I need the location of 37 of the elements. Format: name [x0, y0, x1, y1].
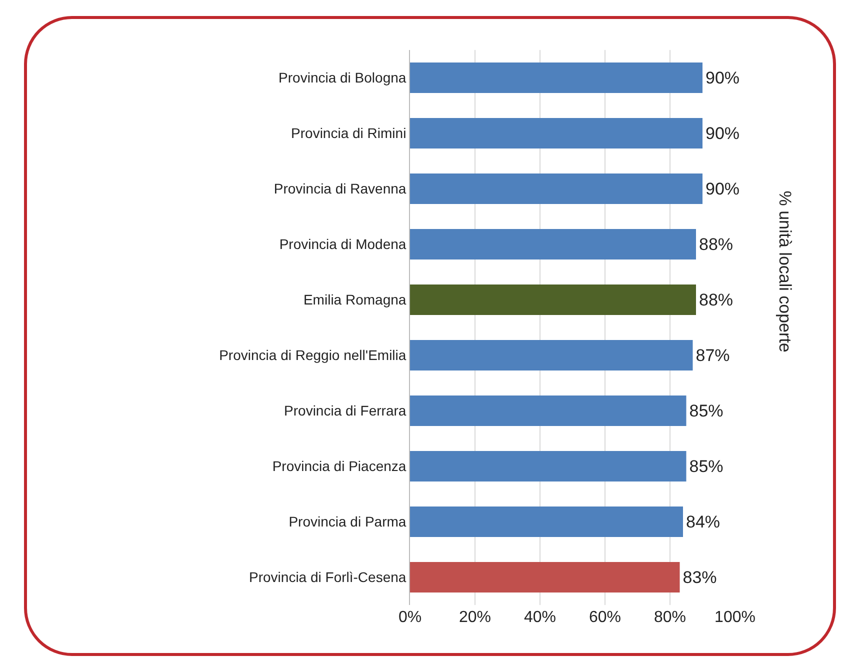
bar: [410, 173, 702, 204]
bar: [410, 118, 702, 149]
x-tick-label: 0%: [398, 609, 422, 626]
bar: [410, 506, 683, 538]
y-tick-label: Provincia di Bologna: [278, 70, 406, 86]
y-tick-label: Provincia di Modena: [279, 236, 406, 252]
data-label: 83%: [682, 568, 717, 587]
bar: [410, 228, 696, 260]
data-label: 87%: [696, 346, 730, 365]
data-label: 85%: [689, 401, 724, 420]
y-tick-label: Provincia di Rimini: [291, 125, 406, 142]
data-label: 88%: [699, 234, 734, 254]
y-tick-label: Provincia di Piacenza: [272, 458, 406, 474]
bar: [410, 562, 680, 593]
x-tick-label: 60%: [588, 609, 622, 626]
data-label: 90%: [706, 179, 740, 198]
y-tick-label: Provincia di Reggio nell'Emilia: [219, 347, 406, 364]
bar: [410, 340, 693, 371]
bar: [410, 450, 686, 482]
data-label: 84%: [686, 512, 720, 532]
y-tick-label: Provincia di Forlì-Cesena: [249, 569, 406, 586]
x-tick-label: 40%: [524, 609, 556, 626]
data-label: 85%: [689, 456, 724, 476]
text: % unità locali coperte: [775, 190, 794, 352]
x-tick-label: 20%: [458, 609, 492, 626]
y-tick-label: Provincia di Ravenna: [274, 180, 406, 197]
data-label: 90%: [706, 68, 740, 88]
bar: [410, 62, 702, 94]
y-tick-label: Provincia di Ferrara: [284, 402, 406, 419]
data-label: 90%: [706, 124, 740, 143]
y-tick-label: Provincia di Parma: [288, 514, 406, 530]
x-tick-label: 80%: [654, 609, 686, 626]
x-tick-label: 100%: [714, 609, 756, 626]
y-tick-label: Emilia Romagna: [303, 292, 406, 308]
bar: [410, 395, 686, 426]
bar: [410, 284, 696, 316]
data-label: 88%: [699, 290, 734, 310]
